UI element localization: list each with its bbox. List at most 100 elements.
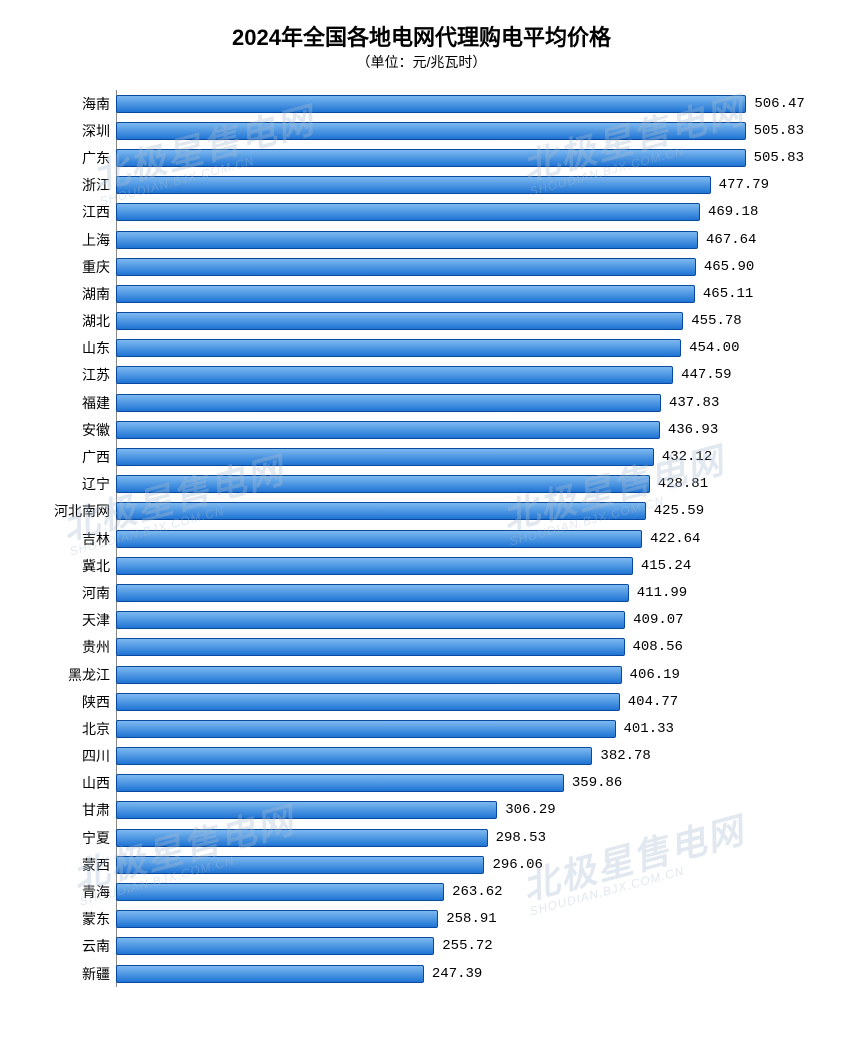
bar-fill <box>116 95 746 113</box>
bar-fill <box>116 122 746 140</box>
bar-track: 258.91 <box>116 906 813 933</box>
bar-row: 冀北415.24 <box>30 552 813 579</box>
bar-track: 359.86 <box>116 770 813 797</box>
bar-category-label: 浙江 <box>30 175 116 195</box>
bar-track: 411.99 <box>116 579 813 606</box>
bar-category-label: 冀北 <box>30 556 116 576</box>
bar-track: 422.64 <box>116 525 813 552</box>
bar-row: 山西359.86 <box>30 770 813 797</box>
bar-fill <box>116 557 633 575</box>
bar-value-label: 436.93 <box>668 422 718 438</box>
bar-category-label: 黑龙江 <box>30 665 116 685</box>
bar-value-label: 465.90 <box>704 259 754 275</box>
bar-category-label: 安徽 <box>30 420 116 440</box>
bar-fill <box>116 720 616 738</box>
bar-track: 465.90 <box>116 253 813 280</box>
bar-value-label: 382.78 <box>600 748 650 764</box>
bar-fill <box>116 475 650 493</box>
bar-fill <box>116 448 654 466</box>
bar-category-label: 新疆 <box>30 964 116 984</box>
bar-value-label: 411.99 <box>637 585 687 601</box>
bar-value-label: 505.83 <box>754 150 804 166</box>
bar-value-label: 409.07 <box>633 612 683 628</box>
bar-category-label: 湖南 <box>30 284 116 304</box>
bar-value-label: 263.62 <box>452 884 502 900</box>
bar-track: 505.83 <box>116 117 813 144</box>
bar-track: 404.77 <box>116 688 813 715</box>
bar-row: 陕西404.77 <box>30 688 813 715</box>
bar-value-label: 306.29 <box>505 802 555 818</box>
bar-row: 山东454.00 <box>30 335 813 362</box>
bar-fill <box>116 312 683 330</box>
bar-category-label: 四川 <box>30 746 116 766</box>
bar-row: 北京401.33 <box>30 715 813 742</box>
bar-fill <box>116 747 592 765</box>
bar-track: 454.00 <box>116 335 813 362</box>
bar-value-label: 425.59 <box>654 503 704 519</box>
bar-row: 深圳505.83 <box>30 117 813 144</box>
bar-category-label: 河南 <box>30 583 116 603</box>
bar-value-label: 505.83 <box>754 123 804 139</box>
bars-area: 海南506.47深圳505.83广东505.83浙江477.79江西469.18… <box>30 90 813 987</box>
bar-track: 437.83 <box>116 389 813 416</box>
bar-fill <box>116 883 444 901</box>
bar-category-label: 甘肃 <box>30 800 116 820</box>
bar-fill <box>116 965 424 983</box>
bar-fill <box>116 176 711 194</box>
bar-track: 432.12 <box>116 443 813 470</box>
bar-track: 467.64 <box>116 226 813 253</box>
bar-category-label: 青海 <box>30 882 116 902</box>
bar-track: 263.62 <box>116 878 813 905</box>
bar-category-label: 江苏 <box>30 365 116 385</box>
bar-category-label: 山西 <box>30 773 116 793</box>
bar-value-label: 455.78 <box>691 313 741 329</box>
bar-row: 广东505.83 <box>30 144 813 171</box>
bar-track: 382.78 <box>116 743 813 770</box>
bar-track: 408.56 <box>116 634 813 661</box>
bar-row: 湖南465.11 <box>30 280 813 307</box>
bar-track: 436.93 <box>116 416 813 443</box>
bar-row: 新疆 247.39 <box>30 960 813 987</box>
bar-row: 宁夏298.53 <box>30 824 813 851</box>
bar-row: 黑龙江406.19 <box>30 661 813 688</box>
bar-track: 409.07 <box>116 607 813 634</box>
bar-category-label: 陕西 <box>30 692 116 712</box>
bar-track: 306.29 <box>116 797 813 824</box>
bar-category-label: 河北南网 <box>30 501 116 521</box>
bar-value-label: 247.39 <box>432 966 482 982</box>
bar-row: 蒙东 258.91 <box>30 906 813 933</box>
bar-fill <box>116 801 497 819</box>
bar-row: 江苏447.59 <box>30 362 813 389</box>
bar-row: 青海 263.62 <box>30 878 813 905</box>
bar-category-label: 广西 <box>30 447 116 467</box>
bar-category-label: 湖北 <box>30 311 116 331</box>
bar-value-label: 454.00 <box>689 340 739 356</box>
bar-value-label: 255.72 <box>442 938 492 954</box>
bar-category-label: 辽宁 <box>30 474 116 494</box>
bar-category-label: 云南 <box>30 936 116 956</box>
bar-track: 506.47 <box>116 90 813 117</box>
bar-row: 湖北 455.78 <box>30 308 813 335</box>
bar-category-label: 蒙东 <box>30 909 116 929</box>
chart-container: 2024年全国各地电网代理购电平均价格 （单位：元/兆瓦时） 海南506.47深… <box>0 0 843 1046</box>
bar-row: 天津409.07 <box>30 607 813 634</box>
bar-row: 四川 382.78 <box>30 743 813 770</box>
bar-track: 428.81 <box>116 471 813 498</box>
bar-category-label: 吉林 <box>30 529 116 549</box>
bar-track: 255.72 <box>116 933 813 960</box>
bar-fill <box>116 910 438 928</box>
bar-row: 广西432.12 <box>30 443 813 470</box>
bar-track: 425.59 <box>116 498 813 525</box>
bar-track: 455.78 <box>116 308 813 335</box>
bar-fill <box>116 285 695 303</box>
bar-fill <box>116 611 625 629</box>
bar-fill <box>116 584 629 602</box>
bar-fill <box>116 258 696 276</box>
bar-category-label: 江西 <box>30 202 116 222</box>
bar-value-label: 258.91 <box>446 911 496 927</box>
bar-row: 河北南网 425.59 <box>30 498 813 525</box>
bar-fill <box>116 638 625 656</box>
bar-fill <box>116 366 673 384</box>
bar-row: 河南 411.99 <box>30 579 813 606</box>
bar-track: 477.79 <box>116 172 813 199</box>
